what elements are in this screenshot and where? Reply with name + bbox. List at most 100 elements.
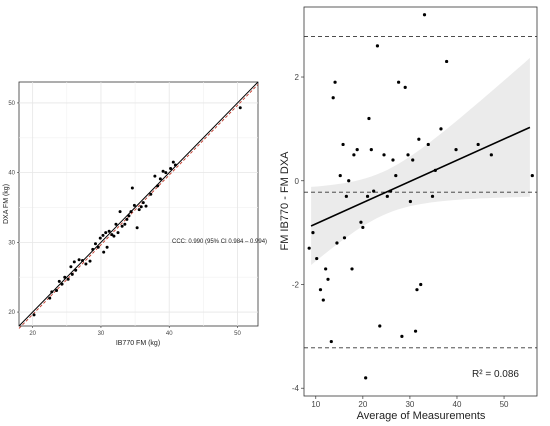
- data-point: [378, 324, 382, 328]
- data-point: [137, 208, 141, 212]
- data-point: [400, 334, 404, 338]
- data-point: [406, 153, 410, 157]
- data-point: [389, 189, 393, 193]
- data-point: [352, 153, 356, 157]
- data-point: [139, 205, 143, 209]
- data-point: [350, 267, 354, 271]
- data-point: [445, 59, 449, 64]
- y-axis-label: FM IB770 - FM DXA: [279, 151, 291, 251]
- data-point: [156, 184, 160, 188]
- data-point: [132, 203, 136, 207]
- data-point: [96, 245, 100, 249]
- data-point: [116, 231, 120, 235]
- regression-line: [310, 126, 531, 227]
- y-tick-label: 20: [8, 310, 15, 316]
- data-point: [331, 96, 335, 100]
- data-point: [125, 217, 129, 221]
- data-point: [411, 158, 415, 162]
- data-point: [118, 210, 122, 214]
- data-point: [173, 163, 177, 167]
- plot-border: [303, 6, 538, 397]
- data-point: [63, 275, 67, 279]
- data-point: [153, 174, 157, 178]
- data-point: [55, 288, 59, 292]
- data-point: [81, 258, 85, 262]
- data-point: [141, 201, 145, 205]
- data-point: [98, 236, 102, 240]
- data-point: [338, 173, 342, 178]
- y-tick-label: 30: [8, 240, 15, 246]
- data-point: [107, 229, 111, 233]
- data-point: [93, 242, 97, 246]
- x-tick-label: 10: [311, 400, 320, 409]
- data-point: [112, 234, 116, 238]
- x-tick-label: 30: [405, 400, 414, 409]
- data-point: [321, 298, 325, 302]
- data-point: [91, 247, 95, 251]
- data-point: [426, 142, 430, 147]
- data-point: [333, 80, 337, 84]
- data-point: [120, 224, 124, 228]
- data-point: [397, 80, 401, 84]
- data-point: [417, 137, 421, 141]
- data-point: [102, 250, 106, 254]
- data-point: [158, 177, 162, 181]
- data-point: [315, 256, 319, 261]
- y-tick-label: 2: [295, 73, 300, 82]
- data-point: [415, 288, 419, 292]
- data-point: [369, 148, 373, 152]
- data-point: [101, 233, 105, 237]
- y-axis-label: DXA FM (kg): [3, 184, 10, 224]
- data-point: [329, 339, 333, 344]
- data-point: [74, 268, 78, 272]
- data-point: [66, 277, 70, 281]
- r-squared-annotation: R² = 0.086: [472, 369, 519, 380]
- data-point: [342, 236, 347, 240]
- x-tick-label: 40: [166, 331, 173, 337]
- x-axis-label: IB770 FM (kg): [116, 340, 160, 347]
- x-tick-label: 30: [98, 331, 105, 337]
- data-point: [48, 296, 52, 300]
- data-point: [344, 194, 348, 198]
- data-point: [164, 171, 168, 175]
- data-point: [84, 262, 88, 266]
- data-point: [72, 260, 76, 264]
- data-point: [422, 13, 427, 17]
- data-point: [104, 231, 108, 235]
- data-point: [238, 106, 242, 110]
- data-point: [135, 226, 139, 230]
- data-point: [433, 168, 437, 172]
- data-point: [144, 204, 148, 208]
- data-point: [60, 282, 64, 286]
- x-tick-label: 50: [500, 400, 509, 409]
- data-point: [394, 173, 398, 178]
- data-point: [171, 160, 175, 164]
- y-tick-label: 40: [8, 171, 15, 177]
- data-point: [50, 290, 54, 294]
- x-axis-label: Average of Measurements: [357, 410, 486, 422]
- data-point: [130, 186, 134, 190]
- data-point: [408, 199, 412, 204]
- ccc-scatter-chart: 20 30 40 50 20 30 40 50 CCC: 0.990 (95% CI 0.98…: [3, 81, 267, 347]
- data-point: [88, 259, 92, 263]
- data-point: [341, 142, 345, 147]
- y-tick-label: 0: [295, 177, 300, 186]
- data-point: [372, 189, 376, 193]
- data-point: [359, 220, 363, 224]
- data-point: [307, 246, 311, 250]
- fit-line: [18, 81, 259, 327]
- data-point: [318, 288, 323, 292]
- data-point: [355, 148, 359, 152]
- data-point: [324, 267, 328, 271]
- data-point: [403, 85, 407, 89]
- data-point: [439, 127, 443, 131]
- data-point: [105, 245, 109, 249]
- data-point: [375, 44, 380, 48]
- data-point: [454, 148, 458, 152]
- data-point: [367, 116, 371, 121]
- data-point: [129, 210, 133, 214]
- data-point: [365, 194, 370, 198]
- data-point: [489, 153, 493, 157]
- data-point: [311, 231, 315, 235]
